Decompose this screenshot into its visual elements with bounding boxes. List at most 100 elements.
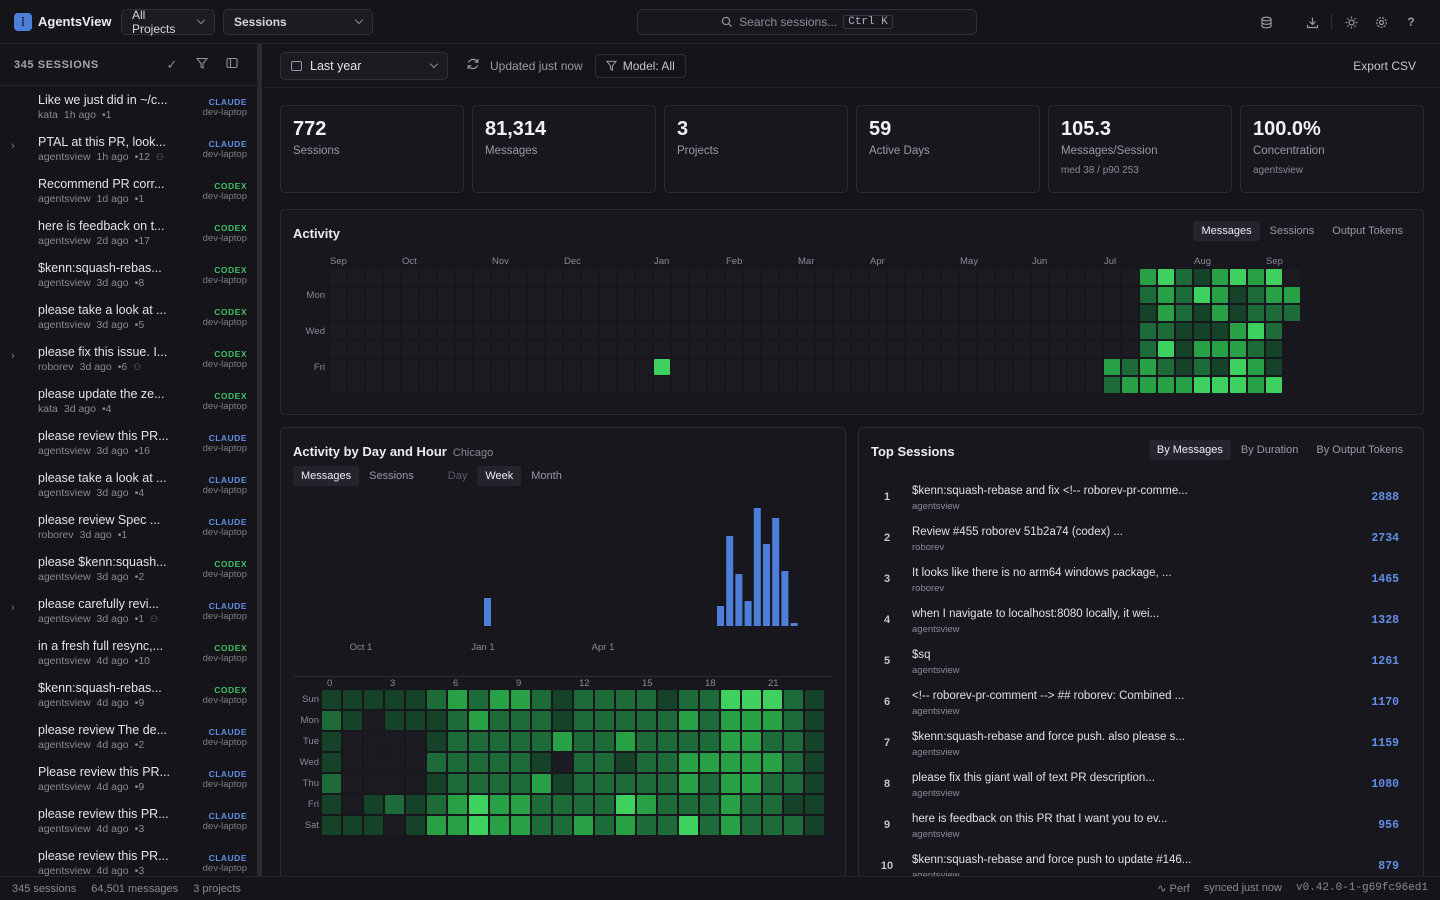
heatmap-cell[interactable] [528,377,544,393]
heatmap-cell[interactable] [490,711,509,730]
heatmap-cell[interactable] [996,377,1012,393]
top-session-row[interactable]: 3 It looks like there is no arm64 windows… [871,561,1399,602]
heatmap-cell[interactable] [654,359,670,375]
heatmap-cell[interactable] [385,774,404,793]
heatmap-cell[interactable] [1194,323,1210,339]
heatmap-cell[interactable] [1176,305,1192,321]
heatmap-cell[interactable] [637,795,656,814]
heatmap-cell[interactable] [762,287,778,303]
heatmap-cell[interactable] [1176,341,1192,357]
heatmap-cell[interactable] [700,753,719,772]
heatmap-cell[interactable] [780,377,796,393]
heatmap-cell[interactable] [384,305,400,321]
heatmap-cell[interactable] [595,795,614,814]
heatmap-cell[interactable] [1284,269,1300,285]
heatmap-cell[interactable] [763,690,782,709]
heatmap-cell[interactable] [600,341,616,357]
heatmap-cell[interactable] [510,341,526,357]
heatmap-cell[interactable] [364,774,383,793]
heatmap-cell[interactable] [1122,323,1138,339]
heatmap-cell[interactable] [385,795,404,814]
heatmap-cell[interactable] [658,711,677,730]
heatmap-cell[interactable] [330,341,346,357]
heatmap-cell[interactable] [1032,359,1048,375]
heatmap-cell[interactable] [1176,269,1192,285]
heatmap-cell[interactable] [924,323,940,339]
heatmap-cell[interactable] [600,323,616,339]
heatmap-cell[interactable] [616,795,635,814]
heatmap-cell[interactable] [834,287,850,303]
heatmap-cell[interactable] [763,753,782,772]
heatmap-cell[interactable] [798,323,814,339]
heatmap-cell[interactable] [595,753,614,772]
heatmap-cell[interactable] [1158,359,1174,375]
chevron-right-icon[interactable]: › [11,350,15,362]
heatmap-cell[interactable] [636,269,652,285]
heatmap-cell[interactable] [1266,305,1282,321]
heatmap-cell[interactable] [658,690,677,709]
heatmap-cell[interactable] [366,269,382,285]
heatmap-cell[interactable] [1266,269,1282,285]
heatmap-cell[interactable] [1176,287,1192,303]
heatmap-cell[interactable] [1014,341,1030,357]
top-session-row[interactable]: 10 $kenn:squash-rebase and force push to … [871,848,1399,886]
heatmap-cell[interactable] [384,377,400,393]
heatmap-cell[interactable] [1014,287,1030,303]
heatmap-cell[interactable] [385,711,404,730]
heatmap-cell[interactable] [1014,323,1030,339]
heatmap-cell[interactable] [438,269,454,285]
heatmap-cell[interactable] [564,377,580,393]
heatmap-cell[interactable] [852,341,868,357]
heatmap-cell[interactable] [490,732,509,751]
heatmap-cell[interactable] [616,732,635,751]
heatmap-cell[interactable] [1266,287,1282,303]
heatmap-cell[interactable] [469,774,488,793]
metric-tab-sessions[interactable]: Sessions [369,470,414,482]
heatmap-cell[interactable] [798,305,814,321]
heatmap-cell[interactable] [960,305,976,321]
heatmap-cell[interactable] [672,287,688,303]
heatmap-cell[interactable] [492,305,508,321]
heatmap-cell[interactable] [708,269,724,285]
heatmap-cell[interactable] [1032,377,1048,393]
heatmap-cell[interactable] [1158,287,1174,303]
heatmap-cell[interactable] [960,323,976,339]
heatmap-cell[interactable] [1140,269,1156,285]
top-sessions-tab-by-duration[interactable]: By Duration [1240,444,1299,456]
heatmap-cell[interactable] [672,305,688,321]
heatmap-cell[interactable] [546,359,562,375]
heatmap-cell[interactable] [1104,305,1120,321]
heatmap-cell[interactable] [616,774,635,793]
heatmap-cell[interactable] [510,269,526,285]
heatmap-cell[interactable] [322,690,341,709]
week-bar[interactable] [763,544,770,626]
heatmap-cell[interactable] [364,732,383,751]
heatmap-cell[interactable] [744,323,760,339]
heatmap-cell[interactable] [1176,359,1192,375]
week-bar[interactable] [726,536,734,626]
heatmap-cell[interactable] [492,377,508,393]
heatmap-cell[interactable] [1194,341,1210,357]
session-item[interactable]: › please carefully revi... agentsview 3d ag… [0,590,257,632]
heatmap-cell[interactable] [474,377,490,393]
heatmap-cell[interactable] [942,323,958,339]
heatmap-cell[interactable] [322,816,341,835]
heatmap-cell[interactable] [364,795,383,814]
heatmap-cell[interactable] [322,795,341,814]
heatmap-cell[interactable] [1194,305,1210,321]
heatmap-cell[interactable] [574,711,593,730]
heatmap-cell[interactable] [427,795,446,814]
heatmap-cell[interactable] [618,287,634,303]
week-bar[interactable] [484,598,491,626]
heatmap-cell[interactable] [343,711,362,730]
heatmap-cell[interactable] [762,377,778,393]
heatmap-cell[interactable] [546,269,562,285]
heatmap-cell[interactable] [1122,269,1138,285]
heatmap-cell[interactable] [870,359,886,375]
heatmap-cell[interactable] [658,753,677,772]
heatmap-cell[interactable] [1104,323,1120,339]
database-icon[interactable] [1251,12,1281,32]
heatmap-cell[interactable] [816,323,832,339]
heatmap-cell[interactable] [616,690,635,709]
heatmap-cell[interactable] [1068,287,1084,303]
